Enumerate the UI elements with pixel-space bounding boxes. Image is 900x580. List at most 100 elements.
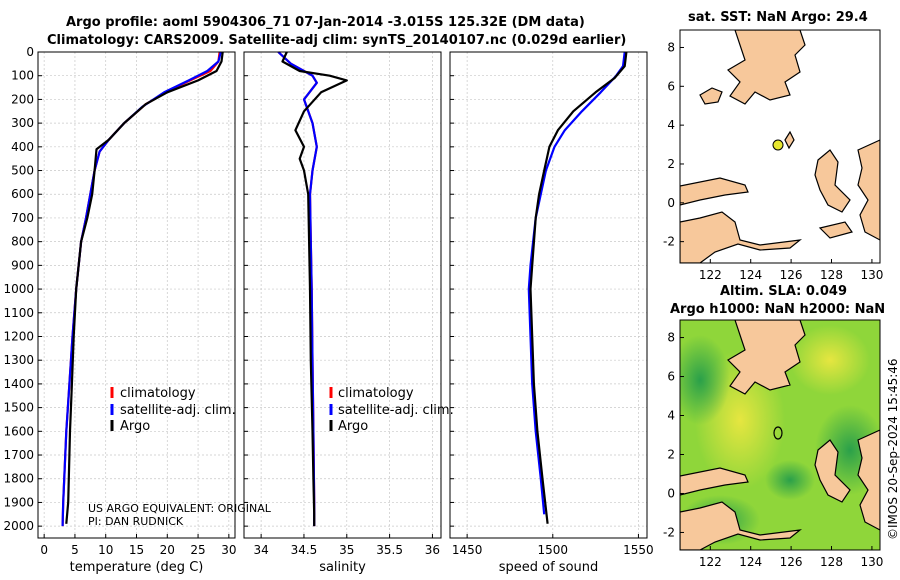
y-tick-label: 0	[26, 45, 34, 59]
figure-title-line1: Argo profile: aoml 5904306_71 07-Jan-201…	[66, 15, 585, 30]
temperature-legend: climatology satellite-adj. clim. Argo	[110, 386, 236, 434]
x-tick-label: 1500	[538, 543, 569, 557]
y-tick-label: 600	[11, 187, 34, 201]
x-axis-label: temperature (deg C)	[70, 560, 204, 575]
sst-map: 122 124 126 128 130 -2 0 2 4 6 8	[663, 29, 883, 282]
map-y-tick-label: -2	[663, 235, 675, 249]
x-tick-label: 15	[129, 543, 144, 557]
map-x-tick-label: 122	[699, 555, 722, 569]
legend-argo-label: Argo	[338, 419, 368, 434]
x-tick-label: 30	[221, 543, 236, 557]
halmahera-land	[814, 439, 851, 503]
y-tick-label: 1600	[3, 424, 34, 438]
temperature-panel: 0100200300400500600700800900100011001200…	[3, 45, 236, 575]
y-tick-label: 1300	[3, 353, 34, 367]
map-y-tick-label: 8	[667, 40, 675, 54]
map-x-tick-label: 128	[820, 555, 843, 569]
sla-low-anomaly	[765, 460, 815, 500]
legend-climatology-label: climatology	[120, 386, 196, 401]
x-tick-label: 5	[71, 543, 79, 557]
x-axis-label: speed of sound	[499, 560, 599, 575]
map-y-tick-label: 0	[667, 486, 675, 500]
map-x-tick-label: 126	[780, 268, 803, 282]
y-tick-label: 200	[11, 92, 34, 106]
legend-argo-label: Argo	[120, 419, 150, 434]
salinity-panel: 34 34.5 35 35.5 36 salinity	[243, 51, 442, 575]
plot-frame	[449, 51, 648, 539]
map-x-tick-label: 128	[820, 268, 843, 282]
new-guinea-land	[857, 429, 880, 531]
map-y-tick-label: -2	[663, 525, 675, 539]
sound-speed-panel: 1450 1500 1550 speed of sound	[449, 51, 654, 575]
argo-float-marker	[773, 426, 783, 440]
sulawesi-north	[680, 177, 749, 206]
attribution-line1: US ARGO EQUIVALENT: ORIGINAL	[88, 502, 272, 515]
figure-title-line2: Climatology: CARS2009. Satellite-adj cli…	[47, 33, 627, 48]
y-tick-label: 1700	[3, 448, 34, 462]
map-y-tick-label: 6	[667, 79, 675, 93]
series-satellite-adj-clim--line	[277, 51, 318, 527]
x-tick-label: 0	[40, 543, 48, 557]
y-tick-label: 700	[11, 211, 34, 225]
map-x-tick-label: 130	[860, 555, 883, 569]
y-tick-label: 1000	[3, 282, 34, 296]
x-tick-label: 20	[160, 543, 175, 557]
sst-map-title: sat. SST: NaN Argo: 29.4	[688, 10, 868, 25]
y-tick-label: 2000	[3, 519, 34, 533]
sst-landmasses	[680, 30, 880, 263]
attribution-line2: PI: DAN RUDNICK	[88, 515, 184, 528]
sla-map-frame	[679, 319, 881, 551]
x-tick-label: 1550	[623, 543, 654, 557]
x-tick-label: 10	[98, 543, 113, 557]
new-guinea-land	[857, 139, 880, 241]
map-x-tick-label: 130	[860, 268, 883, 282]
map-x-tick-label: 124	[739, 268, 762, 282]
x-tick-label: 36	[425, 543, 440, 557]
x-tick-label: 35	[339, 543, 354, 557]
x-axis-label: salinity	[319, 560, 366, 575]
map-y-tick-label: 2	[667, 157, 675, 171]
y-tick-label: 1200	[3, 329, 34, 343]
map-y-tick-label: 2	[667, 447, 675, 461]
map-x-tick-label: 124	[739, 555, 762, 569]
series-argo-line	[281, 51, 348, 527]
map-x-tick-label: 126	[780, 555, 803, 569]
sulawesi-south	[680, 501, 803, 550]
y-tick-label: 900	[11, 258, 34, 272]
y-tick-label: 1400	[3, 377, 34, 391]
sla-map: 122 124 126 128 130 -2 0 2 4 6 8	[663, 319, 883, 569]
sla-heatmap	[680, 320, 880, 550]
y-tick-label: 1900	[3, 495, 34, 509]
x-tick-label: 25	[190, 543, 205, 557]
mindanao-land	[727, 30, 806, 105]
map-y-tick-label: 4	[667, 118, 675, 132]
map-x-tick-label: 122	[699, 268, 722, 282]
y-tick-label: 1100	[3, 306, 34, 320]
halmahera-land	[814, 149, 851, 213]
y-tick-label: 400	[11, 140, 34, 154]
series-argo-line	[529, 51, 628, 524]
series-argo-line	[65, 51, 224, 524]
x-tick-label: 35.5	[376, 543, 403, 557]
legend-satellite-label: satellite-adj. clim.	[338, 403, 454, 418]
x-tick-label: 34.5	[291, 543, 318, 557]
sulawesi-south	[680, 211, 803, 263]
x-tick-label: 1450	[452, 543, 483, 557]
y-tick-label: 1500	[3, 401, 34, 415]
sulawesi-north	[680, 467, 749, 496]
y-tick-label: 800	[11, 235, 34, 249]
salinity-legend: climatology satellite-adj. clim. Argo	[329, 386, 454, 434]
sla-high-anomaly	[790, 325, 870, 395]
plot-frame	[37, 51, 236, 539]
sangihe-island	[784, 130, 795, 150]
mindanao-land	[727, 320, 806, 395]
y-tick-label: 300	[11, 116, 34, 130]
y-tick-label: 1800	[3, 472, 34, 486]
map-y-tick-label: 6	[667, 370, 675, 384]
sla-low-anomaly	[680, 335, 730, 425]
legend-satellite-label: satellite-adj. clim.	[120, 403, 236, 418]
map-y-tick-label: 0	[667, 196, 675, 210]
sla-map-subtitle: Argo h1000: NaN h2000: NaN	[670, 302, 886, 317]
island-left	[699, 87, 723, 105]
